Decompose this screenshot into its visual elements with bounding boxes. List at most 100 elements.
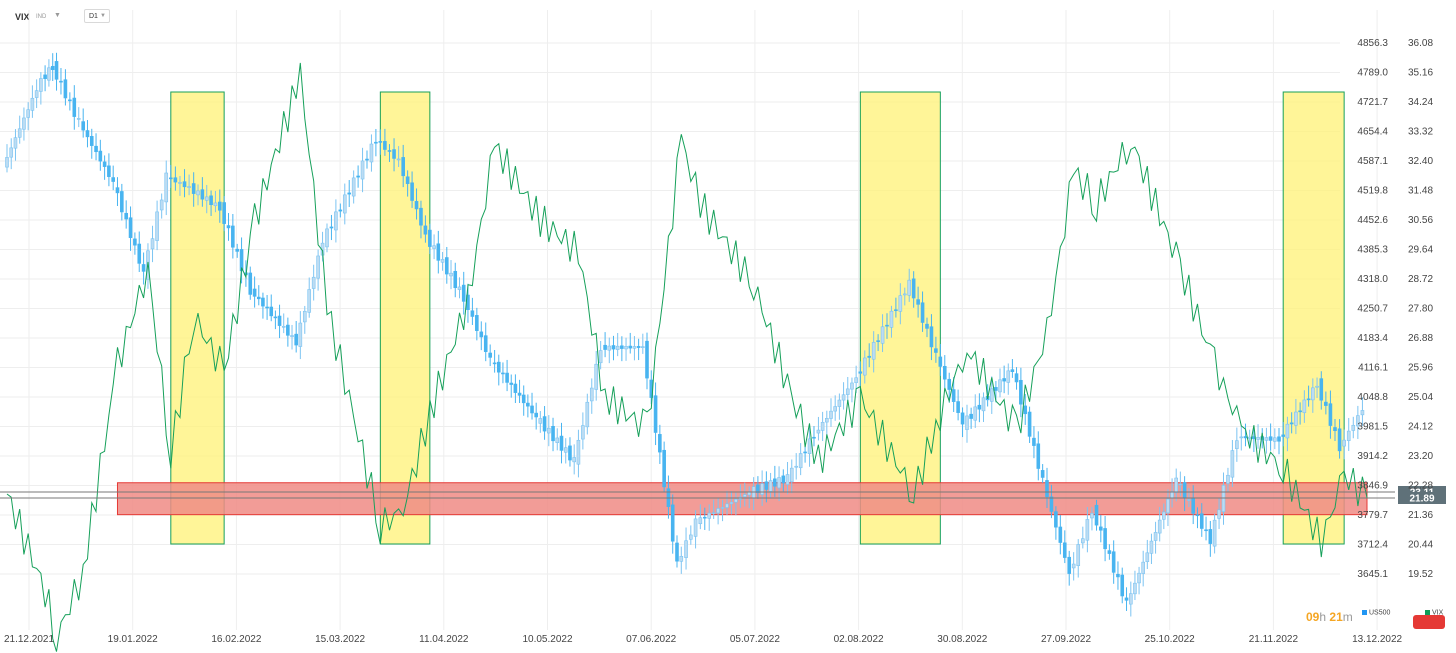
us500-candle	[1247, 436, 1252, 439]
us500-candle	[85, 130, 90, 138]
vix-tick-label: 20.44	[1408, 540, 1433, 551]
date-tick-label: 21.11.2022	[1249, 634, 1299, 645]
us500-candle	[1002, 378, 1006, 382]
us500-candle	[1289, 422, 1294, 425]
us500-candle	[1058, 526, 1063, 543]
us500-candle	[833, 406, 837, 412]
us500-candle	[867, 355, 872, 358]
us500-candle	[479, 331, 484, 338]
symbol-label[interactable]: VIX	[15, 12, 30, 22]
us500-tick-label: 3712.4	[1357, 540, 1388, 551]
legend-vix-label: VIX	[1432, 609, 1444, 617]
us500-tick-label: 4452.6	[1357, 215, 1388, 226]
us500-candle	[334, 211, 338, 231]
us500-candle	[1067, 556, 1072, 574]
us500-candle	[1133, 582, 1137, 595]
us500-candle	[209, 195, 213, 206]
us500-candle	[290, 335, 294, 337]
us500-tick-label: 4519.8	[1357, 186, 1388, 197]
us500-candle	[102, 161, 107, 167]
us500-tick-label: 3846.9	[1357, 481, 1388, 492]
us500-candle	[1099, 526, 1103, 531]
us500-candle	[325, 228, 329, 248]
us500-candle	[505, 372, 509, 383]
us500-candle	[1170, 491, 1174, 499]
us500-candle	[645, 340, 649, 379]
us500-candle	[785, 474, 790, 485]
us500-candle	[440, 259, 445, 263]
us500-candle	[1027, 411, 1032, 437]
us500-tick-label: 3779.7	[1357, 510, 1388, 521]
us500-tick-label: 4116.1	[1358, 363, 1388, 374]
us500-candle	[461, 284, 466, 302]
us500-candle	[111, 177, 115, 182]
us500-candle	[1174, 477, 1179, 493]
us500-candle	[716, 508, 720, 514]
us500-candle	[338, 209, 343, 212]
us500-candle	[734, 498, 738, 503]
us500-candle	[26, 109, 30, 118]
vix-tick-label: 23.20	[1408, 451, 1433, 462]
us500-candle	[803, 451, 807, 454]
us500-candle	[360, 160, 365, 180]
us500-candle	[107, 165, 111, 177]
us500-candle	[252, 288, 257, 297]
us500-candle	[94, 145, 98, 153]
us500-candle	[628, 345, 633, 349]
us500-candle	[1141, 561, 1145, 574]
us500-candle	[585, 401, 590, 428]
us500-candle	[1356, 415, 1360, 427]
vix-tick-label: 36.08	[1408, 38, 1433, 49]
vix-tick-label: 26.88	[1408, 333, 1433, 344]
us500-candle	[526, 402, 530, 407]
us500-candle	[929, 326, 934, 348]
us500-candle	[1081, 538, 1085, 544]
us500-candle	[658, 434, 662, 453]
us500-candle	[611, 345, 616, 350]
date-tick-label: 25.10.2022	[1145, 634, 1195, 645]
us500-candle	[1208, 529, 1213, 544]
us500-candle	[693, 518, 698, 537]
legend-us500-label: US500	[1369, 609, 1391, 617]
interval-select[interactable]: D1 ▼	[84, 9, 110, 23]
us500-candle	[684, 540, 688, 558]
highlight-layer	[116, 91, 1368, 545]
us500-candle	[374, 141, 378, 144]
us500-candle	[217, 201, 222, 211]
us500-candle	[825, 418, 829, 423]
us500-candle	[9, 147, 14, 158]
us500-candle	[947, 378, 952, 390]
us500-candle	[1268, 436, 1273, 441]
us500-candle	[607, 345, 612, 351]
us500-candle	[307, 289, 312, 313]
us500-candle	[1071, 563, 1076, 569]
us500-candle	[632, 346, 637, 349]
us500-candle	[1036, 443, 1041, 469]
us500-candle	[850, 382, 854, 390]
us500-candle	[59, 80, 63, 83]
us500-candle	[423, 225, 428, 235]
vix-tick-label: 31.48	[1408, 186, 1433, 197]
us500-candle	[1166, 498, 1170, 514]
us500-candle	[756, 484, 760, 493]
us500-candle	[1032, 437, 1036, 446]
date-tick-label: 27.09.2022	[1041, 634, 1091, 645]
us500-candle	[1243, 436, 1248, 439]
vix-tick-label: 33.32	[1408, 127, 1433, 138]
us500-candle	[1145, 552, 1150, 562]
vix-series-toggle-button[interactable]	[1413, 615, 1445, 629]
us500-candle	[200, 189, 205, 200]
us500-candle	[365, 158, 369, 161]
timer-hours: 09	[1306, 610, 1320, 624]
us500-candle	[854, 377, 858, 383]
us500-candle	[981, 397, 986, 412]
date-tick-label: 05.07.2022	[730, 634, 780, 645]
symbol-dropdown-icon[interactable]: ▼	[54, 12, 61, 19]
us500-candle	[764, 481, 769, 490]
us500-candle	[794, 465, 799, 468]
us500-candle	[1111, 551, 1116, 573]
timer-hours-unit: h	[1319, 610, 1327, 624]
vix-tick-label: 34.24	[1408, 97, 1433, 108]
interval-label: D1	[89, 13, 98, 20]
